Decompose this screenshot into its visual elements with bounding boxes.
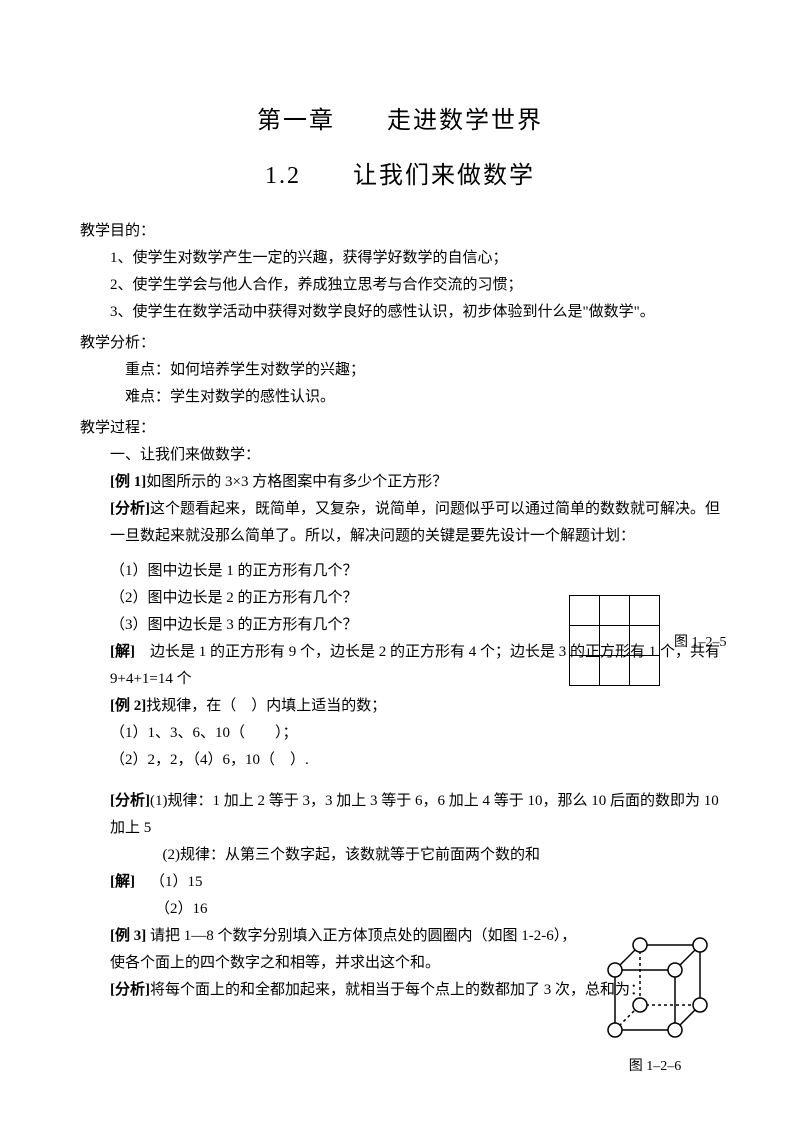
cube-icon [600,935,710,1040]
example3-analysis-label: [分析] [110,982,150,998]
chapter-title: 第一章 走进数学世界 [80,100,720,143]
example1-solution-label: [解] [110,644,135,660]
example2-solution2: （2）16 [80,896,720,923]
objective-item: 1、使学生对数学产生一定的兴趣，获得学好数学的自信心； [80,245,720,272]
analysis-label: 教学分析： [80,330,720,357]
grid-figure-label: 图 1–2–5 [674,630,727,655]
example3-analysis-text: 将每个面上的和全都加起来，就相当于每个点上的数都加了 3 次，总和为： [150,982,645,998]
objective-item: 2、使学生学会与他人合作，养成独立思考与合作交流的习惯； [80,272,720,299]
example1-label: [例 1] [110,474,146,490]
analysis-keypoint: 重点：如何培养学生对数学的兴趣； [80,357,720,384]
example1-analysis-label: [分析] [110,501,150,517]
grid-3x3 [569,595,660,686]
analysis-difficulty: 难点：学生对数学的感性认识。 [80,384,720,411]
example1-analysis-text: 这个题看起来，既简单，又复杂，说简单，问题似乎可以通过简单的数数就可解决。但一旦… [110,501,720,544]
section-title: 1.2 让我们来做数学 [80,155,720,198]
example1-text: 如图所示的 3×3 方格图案中有多少个正方形？ [146,474,447,490]
example2-analysis2: (2)规律：从第三个数字起，该数就等于它前面两个数的和 [80,842,720,869]
process-sub: 一、让我们来做数学： [80,442,720,469]
example2-text: 找规律，在（ ）内填上适当的数； [146,698,386,714]
example2-analysis-label: [分析] [110,793,150,809]
example2-item1: （1）1、3、6、10（ ）； [80,720,720,747]
example2-analysis1: (1)规律：1 加上 2 等于 3，3 加上 3 等于 6，6 加上 4 等于 … [110,793,719,836]
example2-solution1: （1）15 [135,874,203,890]
example2-solution-label: [解] [110,874,135,890]
example3-text: 请把 1—8 个数字分别填入正方体顶点处的圆圈内（如图 1-2-6），使各个面上… [110,928,576,971]
example2-label: [例 2] [110,698,146,714]
cube-figure: 图 1–2–6 [600,935,710,1079]
objectives-label: 教学目的： [80,218,720,245]
cube-figure-label: 图 1–2–6 [600,1054,710,1079]
process-label: 教学过程： [80,415,720,442]
example1-q1: （1）图中边长是 1 的正方形有几个？ [80,558,720,585]
objective-item: 3、使学生在数学活动中获得对数学良好的感性认识，初步体验到什么是"做数学"。 [80,299,720,326]
example2-item2: （2）2，2，（4）6，10（ ）. [80,747,720,774]
grid-figure: 图 1–2–5 [569,595,660,686]
example3-label: [例 3] [110,928,146,944]
